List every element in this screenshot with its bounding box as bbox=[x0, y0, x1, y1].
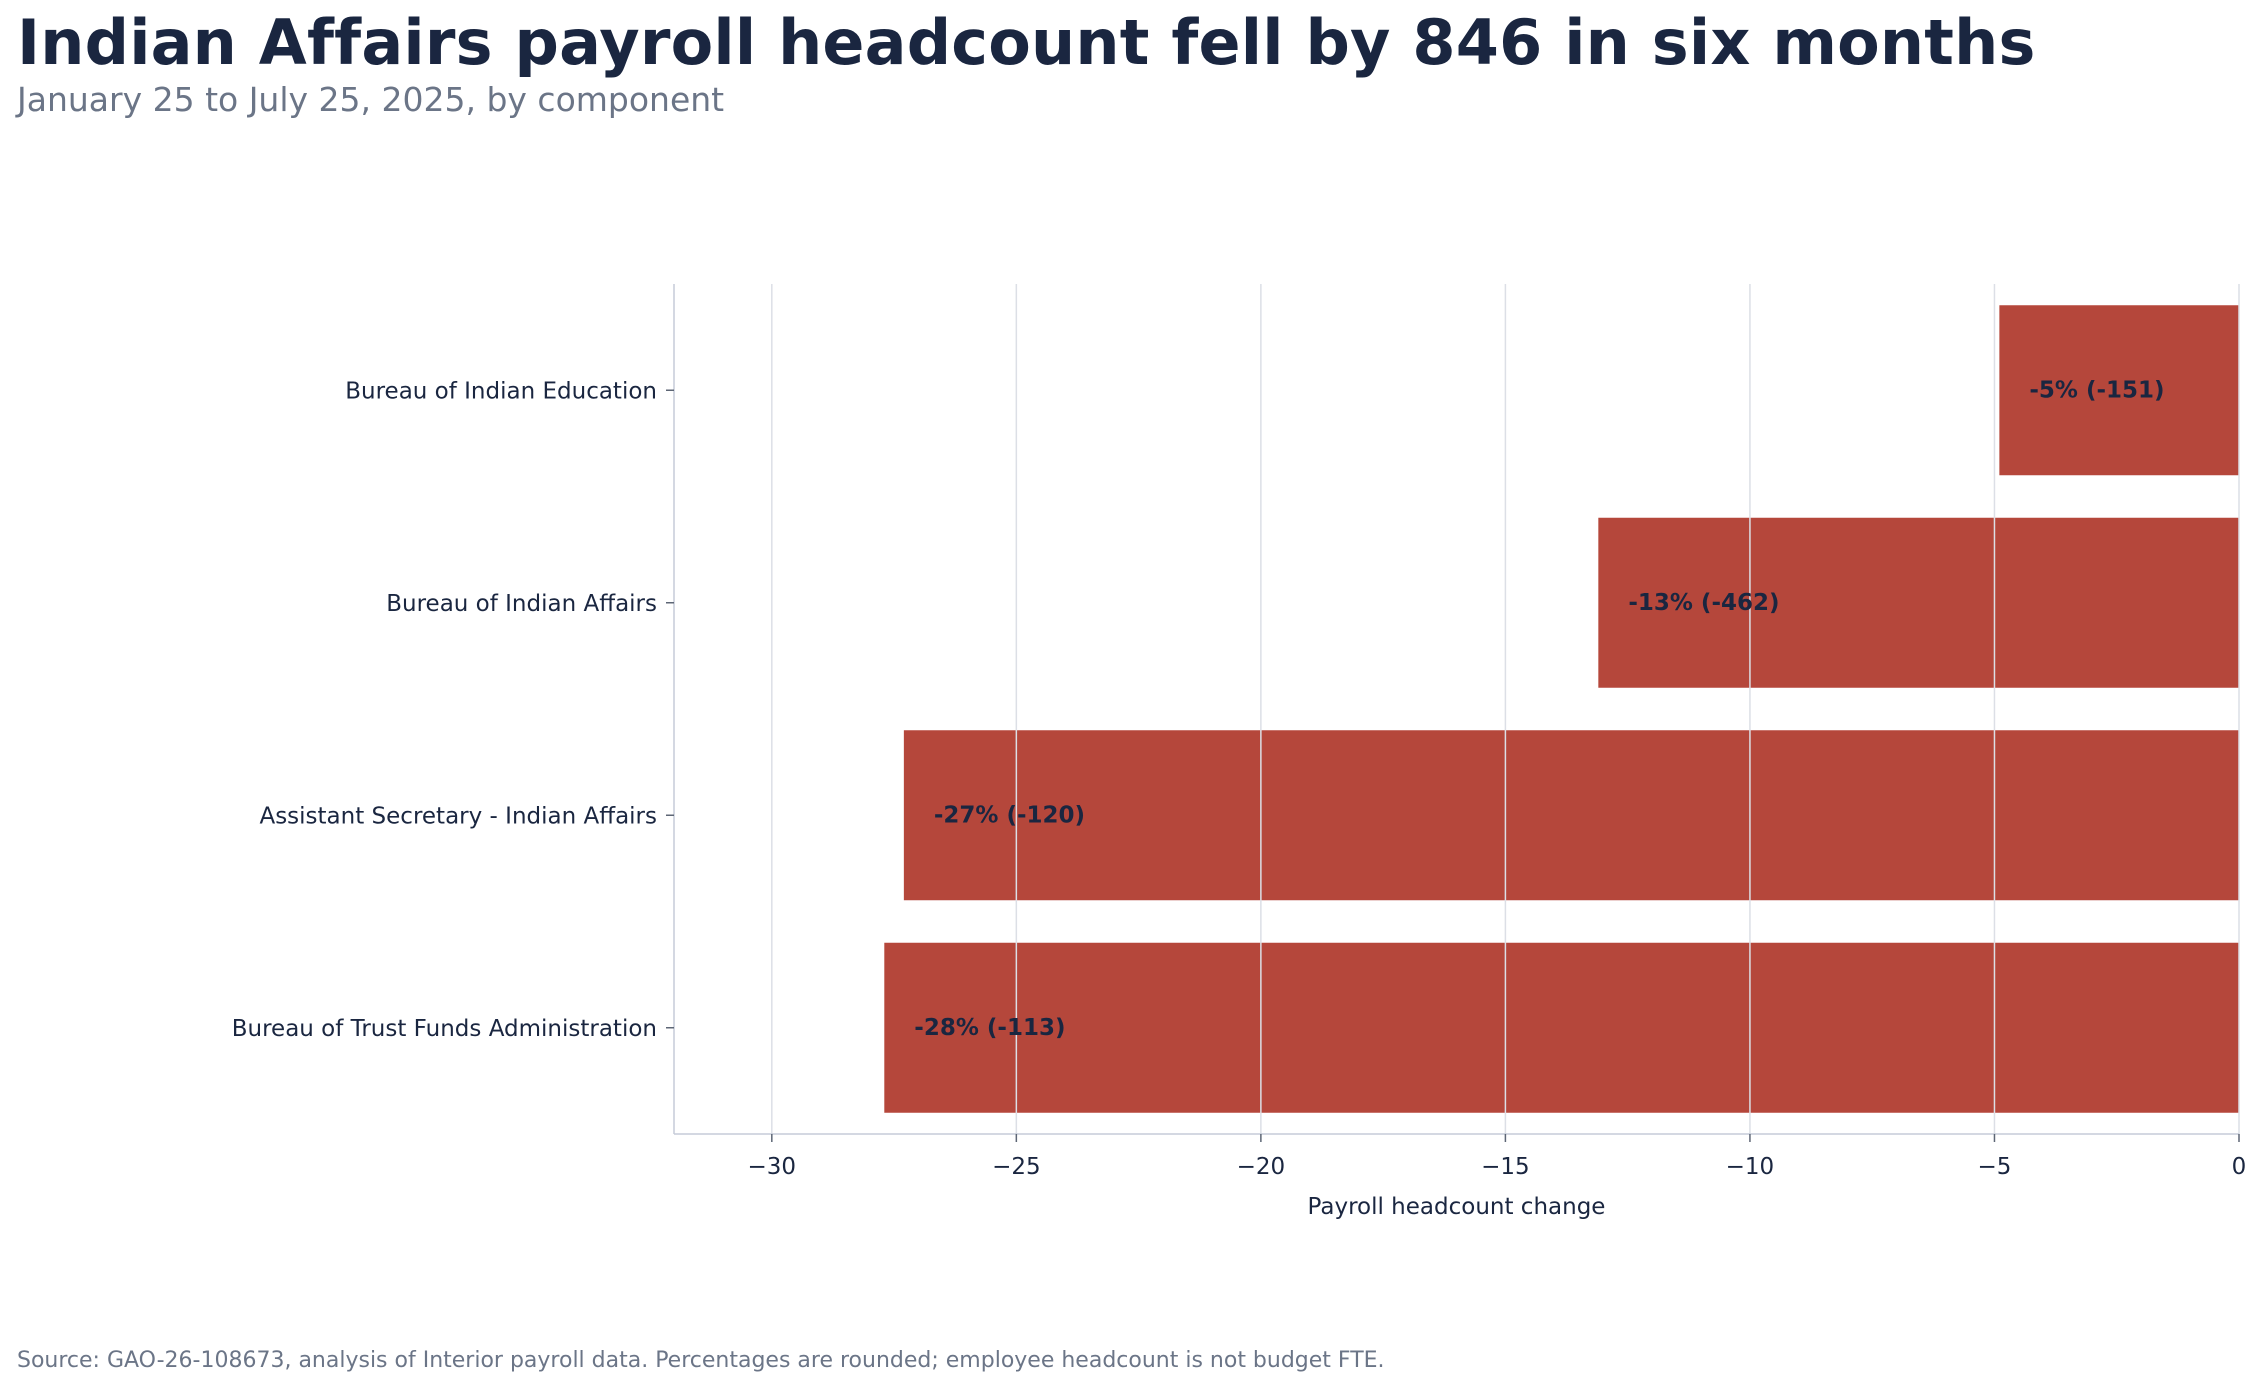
x-tick-label-4: −15 bbox=[1481, 1154, 1530, 1180]
bar-4 bbox=[884, 942, 2239, 1113]
x-tick-label-5: −10 bbox=[1726, 1154, 1775, 1180]
data-label-2: -13% (-462) bbox=[1628, 590, 1779, 616]
y-tick-label-3: Assistant Secretary - Indian Affairs bbox=[259, 803, 657, 829]
x-tick-label-1: −30 bbox=[748, 1154, 797, 1180]
gridlines bbox=[771, 284, 2240, 1134]
bar-1 bbox=[1999, 305, 2239, 476]
bar-3 bbox=[903, 730, 2239, 901]
y-tick-label-4: Bureau of Trust Funds Administration bbox=[232, 1016, 657, 1042]
x-tick-label-6: −5 bbox=[1978, 1154, 2012, 1180]
y-tick-label-2: Bureau of Indian Affairs bbox=[386, 591, 657, 617]
chart-title: Indian Affairs payroll headcount fell by… bbox=[17, 6, 2036, 79]
bar-2 bbox=[1598, 517, 2239, 688]
x-axis-label: Payroll headcount change bbox=[1308, 1194, 1606, 1220]
data-label-3: -27% (-120) bbox=[934, 802, 1085, 828]
chart-subtitle: January 25 to July 25, 2025, by componen… bbox=[17, 80, 725, 119]
chart-source-note: Source: GAO-26-108673, analysis of Inter… bbox=[17, 1348, 1385, 1373]
x-tick-label-2: −25 bbox=[992, 1154, 1041, 1180]
y-tick-label-1: Bureau of Indian Education bbox=[345, 378, 657, 404]
x-tick-label-7: 0 bbox=[2232, 1154, 2247, 1180]
data-label-4: -28% (-113) bbox=[914, 1015, 1065, 1041]
x-tick-label-3: −20 bbox=[1237, 1154, 1286, 1180]
bars-group bbox=[884, 305, 2239, 1113]
data-label-1: -5% (-151) bbox=[2029, 377, 2164, 403]
